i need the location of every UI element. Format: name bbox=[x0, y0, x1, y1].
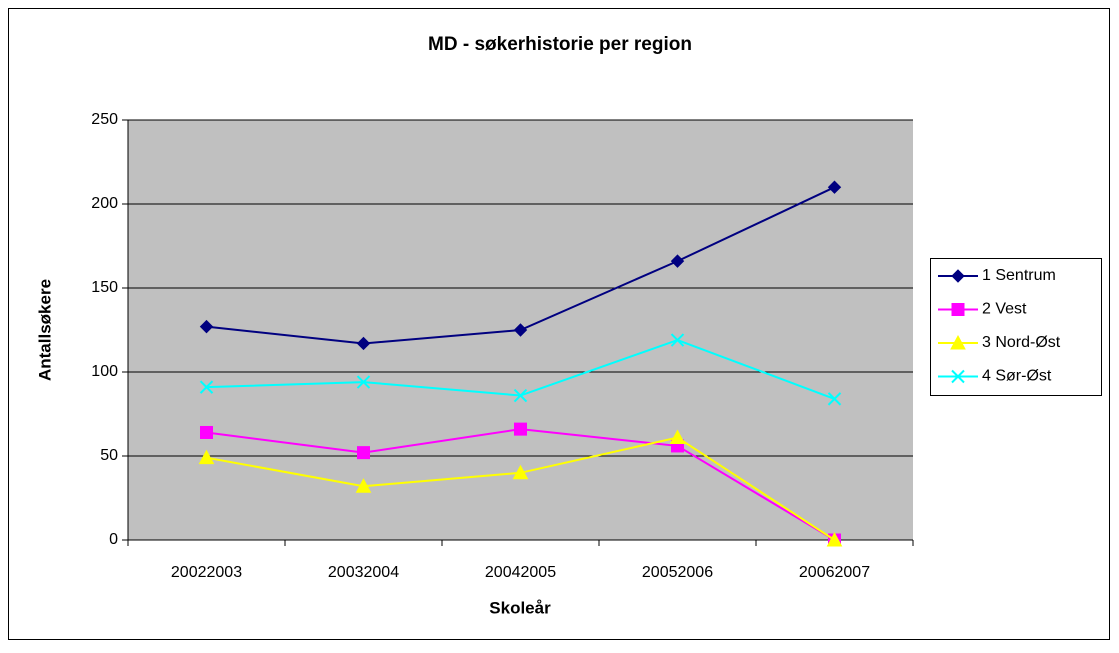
chart-title: MD - søkerhistorie per region bbox=[428, 34, 692, 55]
legend-marker bbox=[951, 303, 965, 316]
legend-label: 4 Sør-Øst bbox=[982, 368, 1052, 385]
marker bbox=[670, 254, 685, 268]
marker bbox=[357, 446, 370, 460]
marker bbox=[514, 422, 527, 436]
marker bbox=[513, 388, 528, 403]
marker bbox=[827, 180, 842, 194]
marker bbox=[356, 375, 371, 389]
y-tick-label: 250 bbox=[91, 111, 118, 128]
marker bbox=[512, 464, 529, 480]
marker bbox=[198, 449, 215, 465]
x-axis-label: Skoleår bbox=[489, 598, 551, 617]
marker bbox=[200, 425, 213, 439]
marker bbox=[827, 392, 842, 406]
y-tick-label: 200 bbox=[91, 195, 118, 212]
marker bbox=[669, 429, 686, 445]
y-tick-label: 0 bbox=[109, 531, 118, 548]
marker bbox=[355, 478, 372, 493]
x-tick-label: 20032004 bbox=[328, 564, 399, 581]
legend-label: 1 Sentrum bbox=[982, 267, 1056, 284]
marker bbox=[826, 531, 843, 547]
legend-marker bbox=[950, 334, 966, 350]
x-tick-label: 20042005 bbox=[485, 564, 556, 581]
marker bbox=[199, 319, 214, 334]
marker bbox=[356, 336, 371, 351]
y-tick-label: 50 bbox=[100, 447, 118, 464]
legend-label: 3 Nord-Øst bbox=[982, 334, 1061, 351]
y-tick-label: 150 bbox=[91, 279, 118, 296]
marker bbox=[199, 380, 214, 394]
legend-marker bbox=[951, 369, 965, 384]
y-tick-label: 100 bbox=[91, 363, 118, 380]
y-axis-label: Antallsøkere bbox=[35, 279, 54, 381]
x-tick-label: 20022003 bbox=[171, 564, 242, 581]
marker bbox=[513, 323, 528, 337]
x-tick-label: 20062007 bbox=[799, 564, 870, 581]
marker bbox=[670, 333, 685, 347]
legend-label: 2 Vest bbox=[982, 301, 1027, 318]
legend-marker bbox=[951, 269, 965, 283]
x-tick-label: 20052006 bbox=[642, 564, 713, 581]
